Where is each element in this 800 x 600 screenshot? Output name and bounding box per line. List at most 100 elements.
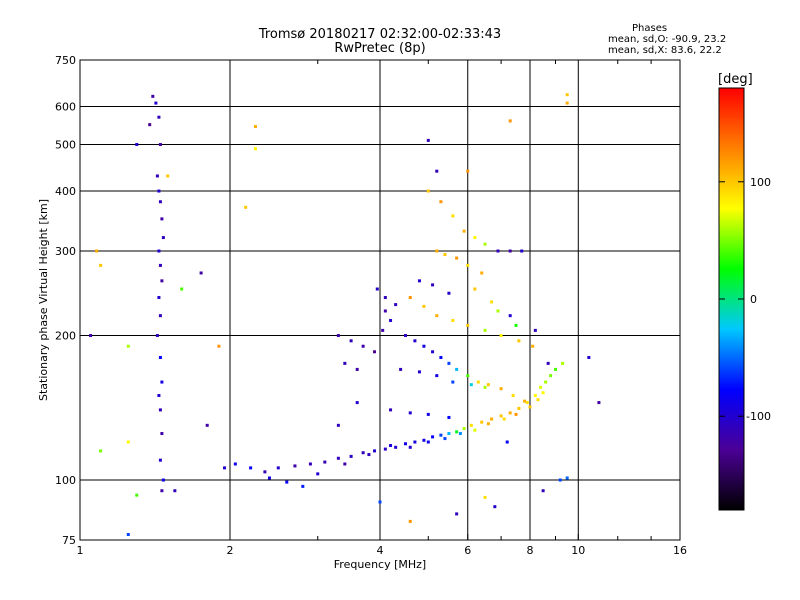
y-tick-label: 300 <box>55 245 76 258</box>
echo-point <box>349 339 353 343</box>
echo-point <box>476 380 480 384</box>
echo-point <box>539 385 543 389</box>
echo-point <box>447 432 451 436</box>
echo-point <box>389 318 393 322</box>
echo-point <box>160 279 164 283</box>
echo-point <box>316 472 320 476</box>
echo-point <box>505 440 509 444</box>
echo-point <box>223 466 227 470</box>
echo-point <box>253 147 257 151</box>
echo-point <box>422 438 426 442</box>
y-tick-label: 75 <box>62 534 76 547</box>
echo-point <box>508 411 512 415</box>
echo-point <box>151 94 155 98</box>
echo-point <box>157 249 161 253</box>
echo-point <box>158 200 162 204</box>
echo-point <box>336 456 340 460</box>
echo-point <box>455 256 459 260</box>
echo-point <box>373 350 377 354</box>
echo-point <box>451 380 455 384</box>
echo-point <box>293 464 297 468</box>
echo-point <box>469 423 473 427</box>
echo-point <box>426 412 430 416</box>
echo-point <box>508 119 512 123</box>
echo-point <box>499 334 503 338</box>
echo-point <box>466 323 470 327</box>
axes: 1 2 4 6 8 10 16 75 100 200 300 400 500 600 750 <box>55 54 687 557</box>
echo-point <box>417 370 421 374</box>
echo-point <box>389 444 393 448</box>
echo-point <box>343 462 347 466</box>
echo-point <box>336 334 340 338</box>
echo-point <box>431 350 435 354</box>
echo-point <box>157 189 161 193</box>
echo-point <box>523 399 527 403</box>
echo-point <box>394 303 398 307</box>
echo-point <box>399 367 403 371</box>
phases-x-stats: mean, sd,X: 83.6, 22.2 <box>608 45 722 56</box>
echo-point <box>447 361 451 365</box>
echo-point <box>394 445 398 449</box>
echo-point <box>508 314 512 318</box>
echo-point <box>95 249 99 253</box>
x-tick-label: 10 <box>571 544 585 557</box>
y-axis-label: Stationary phase Virtual Height [km] <box>37 199 50 401</box>
echo-point <box>361 344 365 348</box>
echo-point <box>514 323 518 327</box>
echo-point <box>276 466 280 470</box>
echo-point <box>549 374 553 378</box>
echo-point <box>508 249 512 253</box>
echo-point <box>158 143 162 147</box>
echo-point <box>389 408 393 412</box>
echo-point <box>148 123 152 127</box>
echo-point <box>199 271 203 275</box>
echo-point <box>431 283 435 287</box>
echo-point <box>233 462 237 466</box>
echo-point <box>263 470 267 474</box>
echo-point <box>541 391 545 395</box>
echo-point <box>533 394 537 398</box>
colorbar-label: [deg] <box>718 72 753 87</box>
echo-point <box>486 383 490 387</box>
echo-point <box>466 169 470 173</box>
echo-point <box>561 361 565 365</box>
echo-point <box>451 214 455 218</box>
echo-point <box>308 462 312 466</box>
phases-heading: Phases <box>632 23 668 34</box>
y-tick-label: 400 <box>55 185 76 198</box>
y-tick-label: 200 <box>55 330 76 343</box>
y-tick-label: 600 <box>55 101 76 114</box>
colorbar-tick-label: 100 <box>750 176 771 189</box>
echo-point <box>158 458 162 462</box>
echo-point <box>343 361 347 365</box>
x-tick-label: 8 <box>527 544 534 557</box>
echo-point <box>158 263 162 267</box>
echo-point <box>408 411 412 415</box>
echo-point <box>541 489 545 493</box>
echo-point <box>383 447 387 451</box>
echo-point <box>531 344 535 348</box>
echo-point <box>361 451 365 455</box>
echo-point <box>435 314 439 318</box>
x-tick-label: 1 <box>77 544 84 557</box>
echo-point <box>462 229 466 233</box>
echo-point <box>483 328 487 332</box>
echo-point <box>435 169 439 173</box>
echo-point <box>285 480 289 484</box>
echo-point <box>160 489 164 493</box>
echo-point <box>99 449 103 453</box>
echo-point <box>135 493 139 497</box>
echo-point <box>157 296 161 300</box>
y-tick-label: 100 <box>55 474 76 487</box>
echo-point <box>158 355 162 359</box>
echo-point <box>157 394 161 398</box>
colorbar: [deg] 100 0 -100 <box>718 72 771 511</box>
echo-point <box>126 440 130 444</box>
echo-point <box>553 367 557 371</box>
echo-point <box>587 355 591 359</box>
echo-point <box>126 533 130 537</box>
echo-point <box>496 249 500 253</box>
echo-point <box>455 512 459 516</box>
echo-point <box>473 428 477 432</box>
